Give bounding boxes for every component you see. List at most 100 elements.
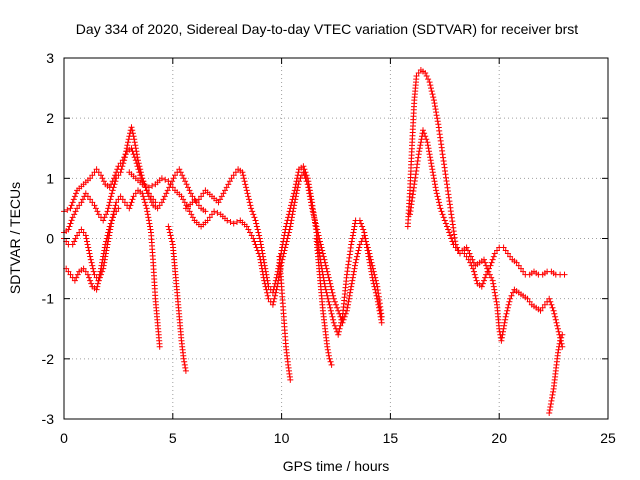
- y-tick-label: 3: [46, 50, 54, 66]
- data-point-marker: [254, 226, 261, 233]
- data-point-marker: [425, 76, 432, 83]
- x-tick-label: 0: [60, 430, 68, 446]
- data-point-marker: [466, 250, 473, 257]
- data-point-marker: [162, 176, 169, 183]
- data-series-11: [407, 127, 566, 350]
- data-point-marker: [140, 178, 147, 185]
- data-point-marker: [72, 208, 79, 215]
- y-tick-label: 2: [46, 110, 54, 126]
- data-point-marker: [436, 199, 442, 206]
- data-point-marker: [156, 343, 163, 350]
- data-point-marker: [319, 250, 326, 257]
- data-point-marker: [486, 271, 493, 278]
- data-point-marker: [437, 205, 444, 212]
- data-point-marker: [204, 217, 211, 224]
- data-point-marker: [376, 307, 383, 314]
- data-point-marker: [119, 163, 126, 170]
- data-point-marker: [168, 235, 175, 242]
- data-point-marker: [508, 292, 515, 299]
- data-point-marker: [440, 214, 447, 221]
- data-point-marker: [285, 211, 292, 218]
- data-point-marker: [253, 220, 260, 227]
- data-point-marker: [112, 178, 119, 185]
- data-point-marker: [326, 355, 333, 362]
- data-point-marker: [377, 313, 384, 320]
- data-point-marker: [271, 283, 278, 290]
- data-point-marker: [87, 253, 94, 260]
- data-point-marker: [99, 256, 106, 263]
- data-point-marker: [290, 190, 297, 197]
- data-point-marker: [304, 175, 311, 182]
- data-point-marker: [264, 289, 271, 296]
- data-point-marker: [438, 208, 445, 215]
- data-point-marker: [488, 259, 495, 266]
- data-point-marker: [369, 274, 376, 281]
- data-point-marker: [504, 304, 511, 311]
- data-point-marker: [100, 250, 107, 257]
- data-point-marker: [112, 202, 119, 209]
- data-point-marker: [348, 241, 355, 248]
- data-point-marker: [292, 184, 299, 191]
- data-point-marker: [352, 259, 359, 266]
- data-point-marker: [183, 181, 190, 188]
- data-point-marker: [324, 346, 331, 353]
- data-point-marker: [189, 199, 196, 206]
- data-point-marker: [224, 217, 231, 224]
- data-point-marker: [71, 193, 78, 200]
- data-point-marker: [227, 219, 234, 225]
- data-point-marker: [181, 358, 188, 365]
- data-point-marker: [132, 145, 139, 152]
- data-point-marker: [356, 244, 363, 251]
- data-point-marker: [300, 163, 307, 170]
- data-point-marker: [141, 196, 148, 203]
- data-point-marker: [547, 404, 554, 410]
- data-point-marker: [331, 322, 338, 329]
- data-point-marker: [349, 277, 356, 284]
- data-point-marker: [303, 172, 310, 179]
- data-point-marker: [307, 190, 314, 197]
- data-point-marker: [110, 214, 116, 221]
- data-point-marker: [87, 277, 94, 284]
- data-point-marker: [432, 181, 438, 188]
- data-point-marker: [510, 289, 516, 296]
- data-point-marker: [244, 190, 251, 197]
- data-point-marker: [320, 253, 327, 260]
- data-point-marker: [169, 238, 176, 245]
- data-point-marker: [127, 202, 134, 209]
- x-tick-label: 20: [491, 430, 507, 446]
- data-point-marker: [64, 206, 71, 213]
- data-point-marker: [559, 331, 566, 338]
- data-point-marker: [260, 256, 267, 263]
- data-point-marker: [287, 376, 294, 383]
- data-point-marker: [473, 277, 480, 284]
- data-point-marker: [359, 223, 366, 230]
- data-point-marker: [129, 127, 136, 134]
- data-point-marker: [546, 410, 553, 416]
- data-point-marker: [337, 322, 344, 329]
- data-point-marker: [145, 184, 152, 191]
- data-point-marker: [471, 271, 478, 278]
- data-point-marker: [102, 241, 109, 248]
- data-point-marker: [120, 160, 127, 167]
- data-point-marker: [142, 202, 149, 209]
- data-point-marker: [129, 196, 136, 203]
- grid-layer: [64, 58, 608, 419]
- data-point-marker: [329, 313, 336, 320]
- data-point-marker: [354, 253, 360, 260]
- data-point-marker: [374, 295, 381, 302]
- data-point-marker: [165, 223, 172, 230]
- data-point-marker: [90, 268, 97, 275]
- data-point-marker: [163, 190, 170, 197]
- data-point-marker: [121, 154, 128, 161]
- data-point-marker: [128, 124, 135, 131]
- data-point-marker: [92, 205, 99, 212]
- data-point-marker: [490, 280, 497, 287]
- data-series-12: [546, 331, 566, 416]
- data-point-marker: [88, 280, 95, 287]
- data-point-marker: [107, 220, 114, 227]
- data-point-marker: [373, 292, 380, 299]
- data-point-marker: [256, 232, 263, 239]
- data-point-marker: [95, 277, 102, 284]
- data-point-marker: [429, 91, 436, 98]
- data-point-marker: [424, 142, 431, 149]
